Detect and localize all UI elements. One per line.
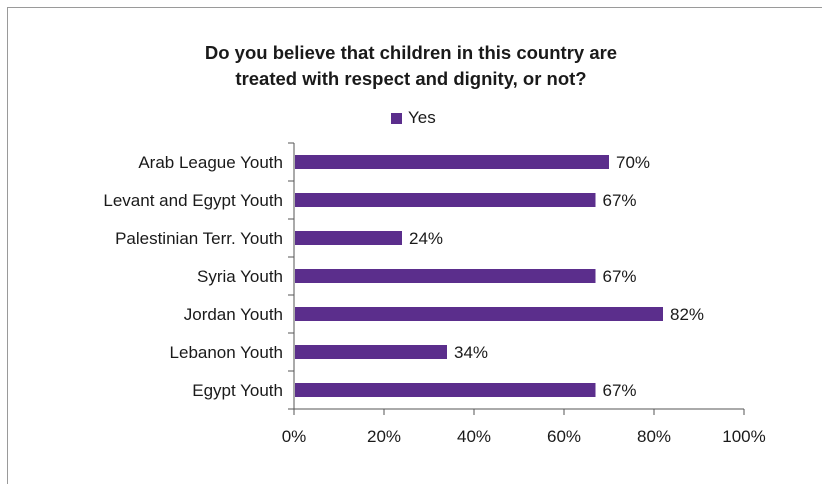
category-label: Egypt Youth bbox=[192, 381, 283, 400]
bar-value-label: 82% bbox=[670, 305, 704, 324]
bar bbox=[295, 193, 596, 207]
category-label: Arab League Youth bbox=[138, 153, 283, 172]
bar bbox=[295, 383, 596, 397]
x-tick-label: 80% bbox=[637, 427, 671, 446]
legend: Yes bbox=[391, 108, 436, 128]
category-label: Jordan Youth bbox=[184, 305, 283, 324]
bar-value-label: 24% bbox=[409, 229, 443, 248]
x-tick-label: 0% bbox=[282, 427, 307, 446]
chart-frame bbox=[7, 7, 822, 484]
bar-value-label: 70% bbox=[616, 153, 650, 172]
bar bbox=[295, 307, 663, 321]
legend-swatch-yes bbox=[391, 112, 402, 124]
x-tick-label: 20% bbox=[367, 427, 401, 446]
x-tick-label: 100% bbox=[722, 427, 765, 446]
x-tick-label: 40% bbox=[457, 427, 491, 446]
bar bbox=[295, 155, 609, 169]
category-label: Levant and Egypt Youth bbox=[103, 191, 283, 210]
bar-value-label: 67% bbox=[603, 267, 637, 286]
chart-title: Do you believe that children in this cou… bbox=[0, 40, 822, 92]
category-label: Syria Youth bbox=[197, 267, 283, 286]
category-label: Palestinian Terr. Youth bbox=[115, 229, 283, 248]
bar bbox=[295, 231, 402, 245]
category-label: Lebanon Youth bbox=[170, 343, 283, 362]
chart-title-line-1: Do you believe that children in this cou… bbox=[204, 42, 618, 63]
bar bbox=[295, 269, 596, 283]
bar-value-label: 34% bbox=[454, 343, 488, 362]
bar-value-label: 67% bbox=[603, 191, 637, 210]
legend-label-yes: Yes bbox=[408, 108, 436, 127]
bar bbox=[295, 345, 447, 359]
bar-value-label: 67% bbox=[603, 381, 637, 400]
x-tick-label: 60% bbox=[547, 427, 581, 446]
chart-title-line-2: treated with respect and dignity, or not… bbox=[235, 68, 587, 89]
